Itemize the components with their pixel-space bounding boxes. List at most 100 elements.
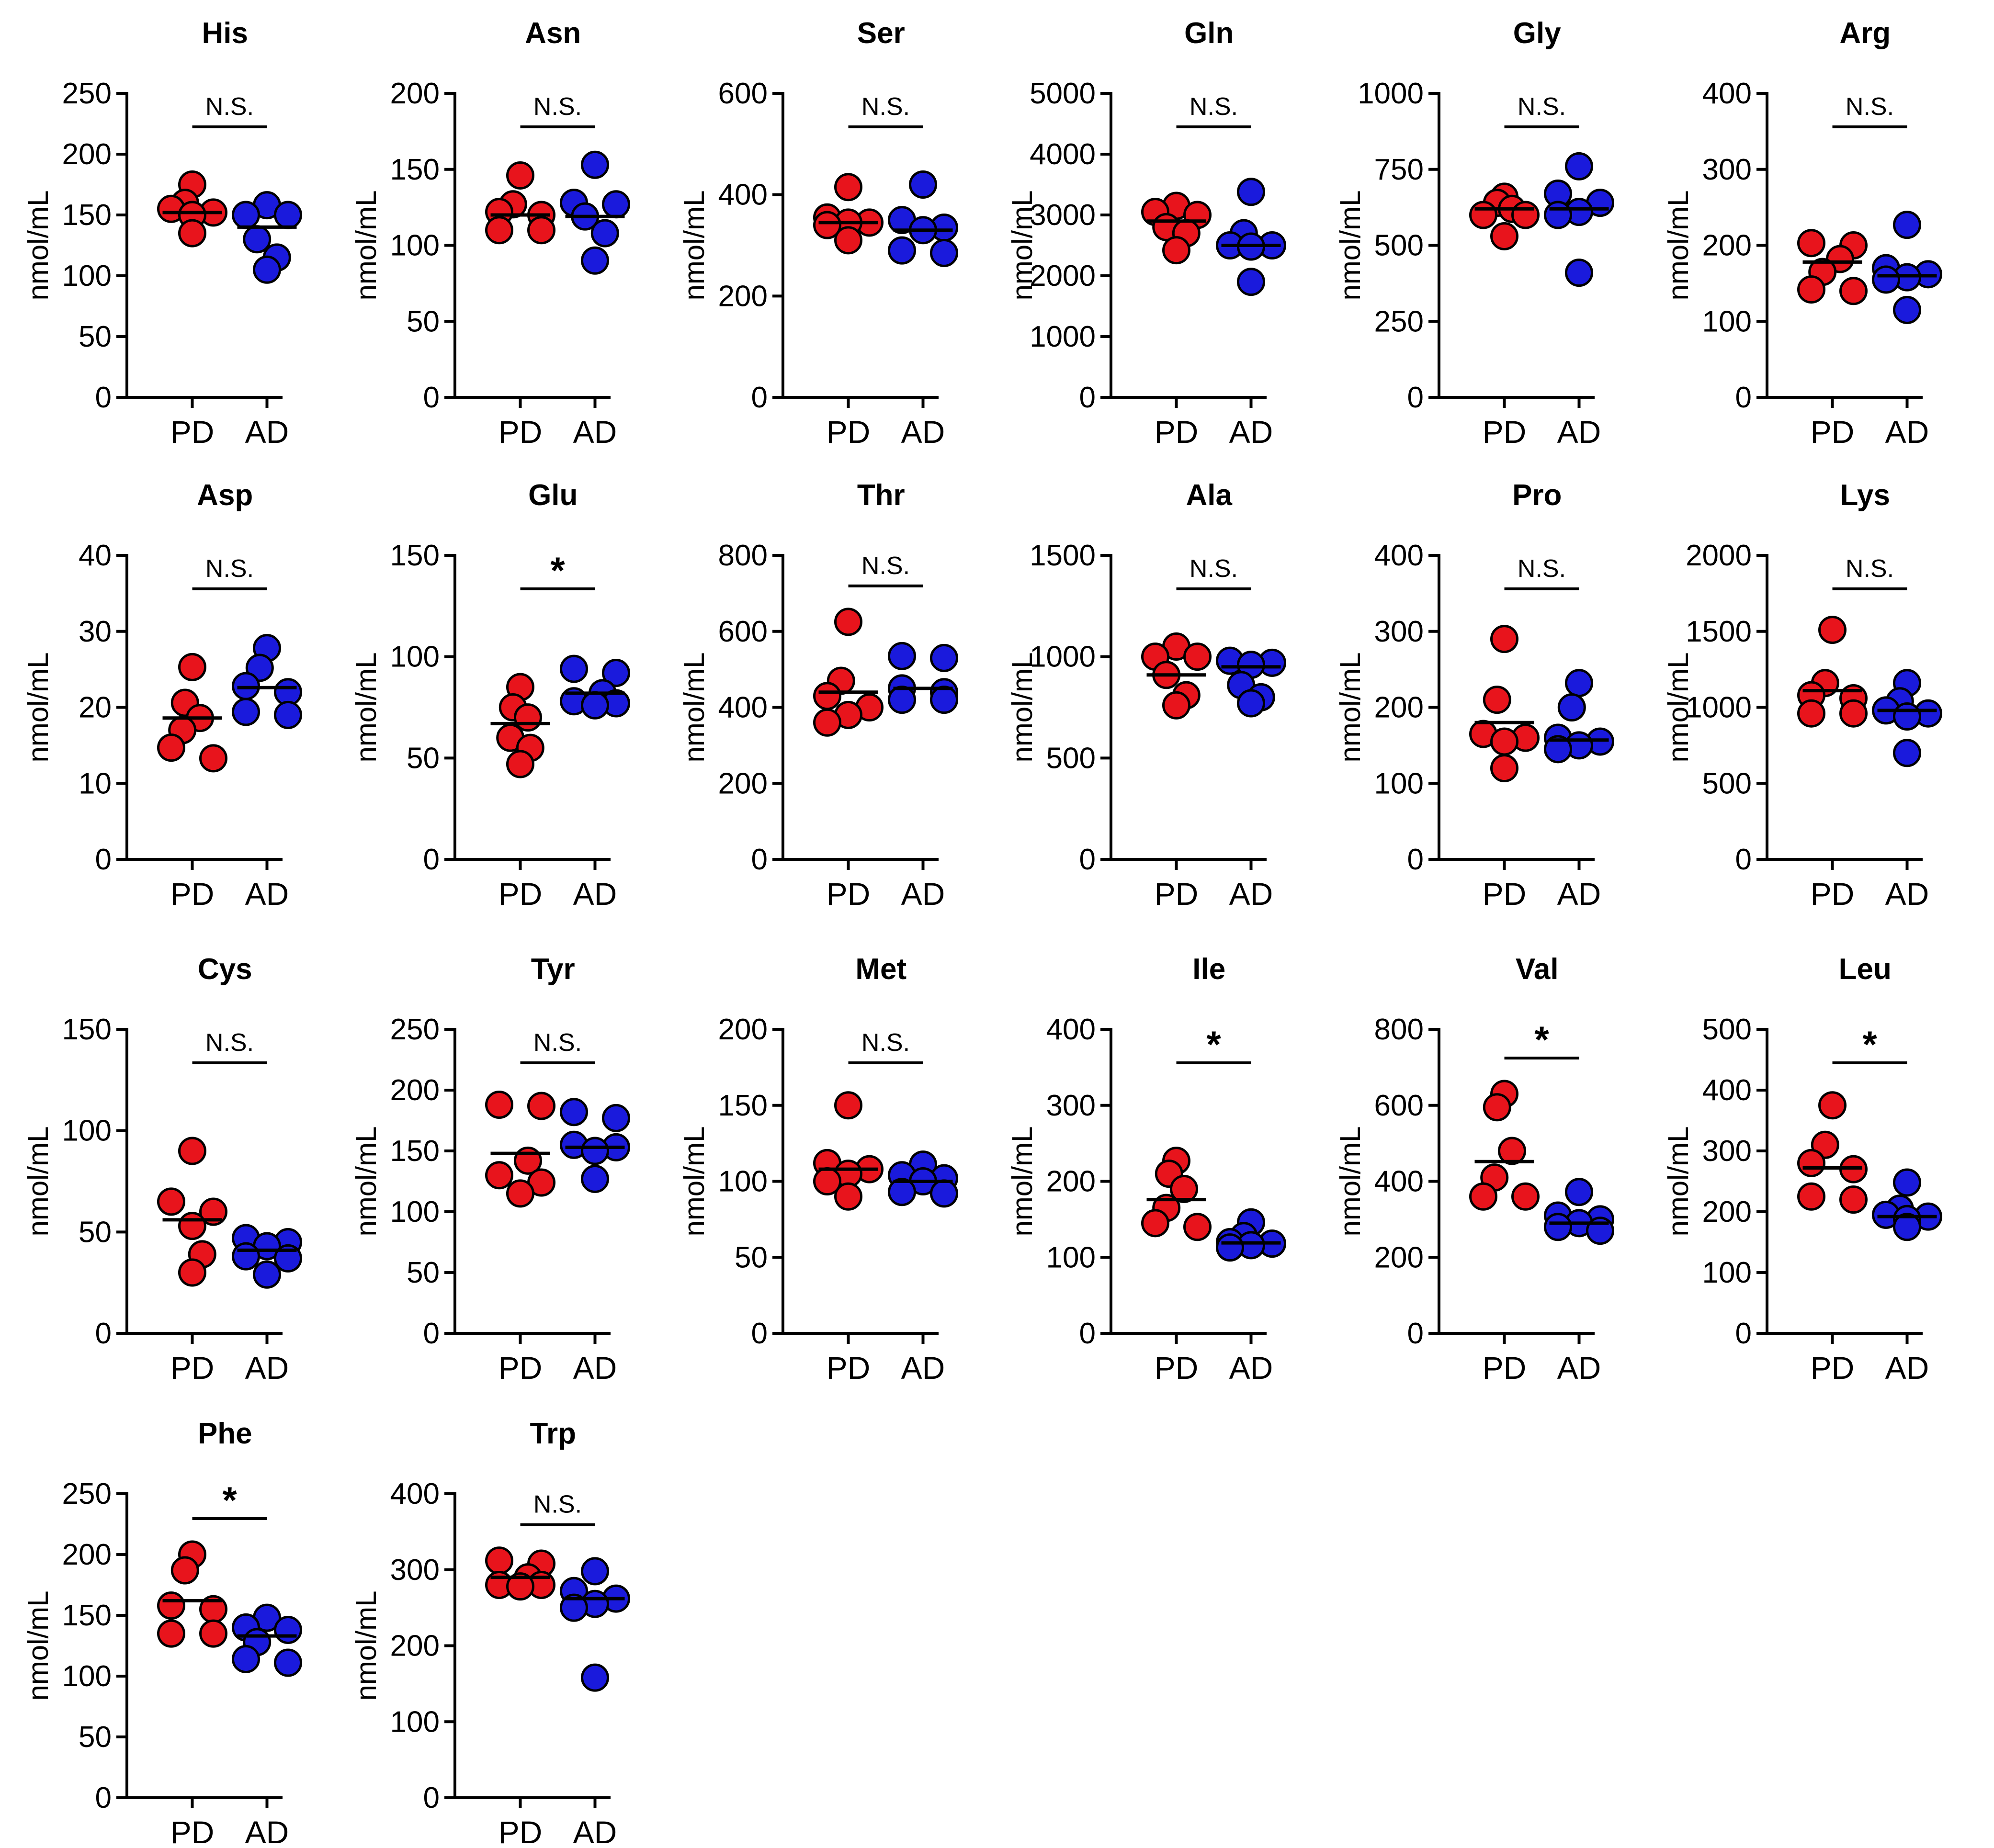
data-point [199,744,227,773]
data-point [1141,1209,1169,1238]
series-ad [1872,211,1942,324]
data-point [581,1663,609,1692]
panel-title: Cys [198,953,252,986]
x-tick-label-ad: AD [245,414,289,450]
series-pd [490,673,550,778]
panel-title: Met [855,953,906,986]
panel-gln: Gln nmol/mL 0 1000 2000 3000 4000 5000 PD AD N.S. [1006,17,1286,450]
data-point [1839,699,1868,728]
significance-label: N.S. [1846,555,1894,583]
data-point [157,1187,185,1216]
y-tick-label: 0 [95,1317,112,1350]
data-point [1469,201,1497,229]
panel-ile: Ile nmol/mL 0 100 200 300 400 PD AD * [1006,953,1286,1386]
data-point [602,659,630,687]
panel-met: Met nmol/mL 0 50 100 150 200 PD AD N.S. [678,953,958,1386]
significance-label: N.S. [533,1029,582,1057]
panel-thr: Thr nmol/mL 0 200 400 600 800 PD AD N.S. [678,479,958,912]
series-ad [1216,646,1286,718]
y-tick-label: 500 [1702,1013,1752,1046]
panel-title: Ile [1192,953,1225,986]
y-tick-label: 100 [62,1115,112,1148]
data-point [232,1242,260,1271]
y-axis-label: nmol/mL [1662,190,1694,300]
data-point [253,255,281,284]
series-pd [485,161,555,245]
data-point [1893,702,1921,731]
y-axis-label: nmol/mL [1006,190,1038,300]
data-point [909,170,937,199]
panel-title: Asp [197,479,253,512]
y-tick-label: 150 [62,1013,112,1046]
data-point [157,1591,185,1620]
data-point [1544,201,1572,229]
data-point [1893,295,1921,324]
data-point [506,750,534,778]
data-point [243,225,272,254]
y-tick-label: 100 [390,1705,440,1738]
y-tick-label: 50 [79,320,112,353]
data-point [253,1260,281,1289]
y-tick-label: 150 [390,539,440,572]
panel-gly: Gly nmol/mL 0 250 500 750 1000 PD AD N.S. [1334,17,1614,450]
x-tick-label-ad: AD [573,1814,617,1848]
data-point [1544,735,1572,764]
y-tick-label: 200 [62,138,112,171]
data-point [590,219,619,248]
y-tick-label: 2000 [1686,539,1752,572]
panel-lys: Lys nmol/mL 0 500 1000 1500 2000 PD AD N.S. [1662,479,1942,912]
y-tick-label: 1500 [1030,539,1096,572]
data-point [178,1258,206,1287]
x-tick-label-pd: PD [1811,1350,1855,1386]
x-tick-label-pd: PD [1483,414,1527,450]
x-tick-label-pd: PD [1483,1350,1527,1386]
data-point [274,201,302,229]
x-tick-label-pd: PD [1811,876,1855,912]
data-point [1490,625,1518,654]
data-point [560,1098,588,1127]
y-tick-label: 300 [390,1554,440,1587]
panel-phe: Phe nmol/mL 0 50 100 150 200 250 PD AD * [22,1417,302,1848]
panel-title: Lys [1840,479,1890,512]
y-tick-label: 0 [423,843,440,876]
y-tick-label: 0 [95,843,112,876]
series-pd [157,170,227,248]
y-tick-label: 600 [718,77,768,110]
y-tick-label: 250 [62,1477,112,1510]
data-point [1565,1178,1593,1206]
data-point [157,733,185,762]
data-point [602,1104,630,1132]
data-point [485,216,513,245]
data-point [1544,1213,1572,1241]
y-tick-label: 800 [718,539,768,572]
panel-title: His [202,17,248,50]
y-tick-label: 50 [79,1216,112,1249]
data-point [232,201,260,229]
y-tick-label: 1000 [1030,320,1096,353]
series-pd [485,1090,555,1208]
y-tick-label: 750 [1374,153,1424,186]
data-point [506,161,534,190]
panel-title: Glu [528,479,578,512]
y-tick-label: 100 [390,641,440,674]
y-tick-label: 50 [407,305,440,338]
y-axis-label: nmol/mL [22,1590,54,1701]
series-ad [888,642,958,714]
y-tick-label: 100 [1702,305,1752,338]
y-tick-label: 250 [390,1013,440,1046]
y-tick-label: 400 [390,1477,440,1510]
y-tick-label: 250 [62,77,112,110]
panel-arg: Arg nmol/mL 0 100 200 300 400 PD AD N.S. [1662,17,1942,450]
data-point [1893,211,1921,239]
panel-title: Ala [1186,479,1233,512]
x-tick-label-ad: AD [1885,876,1929,912]
data-point [1511,201,1540,229]
data-point [888,1178,916,1206]
series-ad [1544,152,1614,287]
series-pd [1469,182,1540,250]
y-tick-label: 0 [751,381,768,414]
y-axis-label: nmol/mL [1006,652,1038,762]
y-tick-label: 50 [407,742,440,775]
data-point [232,698,260,726]
